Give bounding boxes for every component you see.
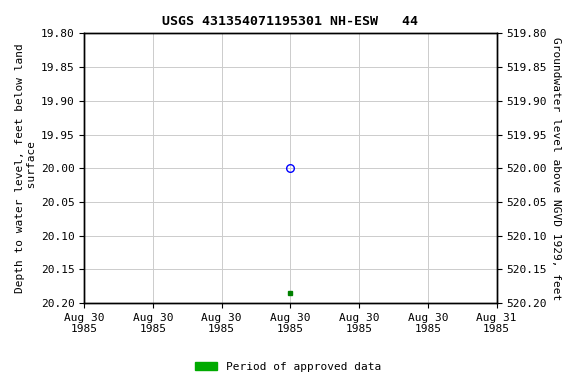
Title: USGS 431354071195301 NH-ESW   44: USGS 431354071195301 NH-ESW 44 — [162, 15, 418, 28]
Y-axis label: Groundwater level above NGVD 1929, feet: Groundwater level above NGVD 1929, feet — [551, 36, 561, 300]
Legend: Period of approved data: Period of approved data — [191, 358, 385, 377]
Y-axis label: Depth to water level, feet below land
 surface: Depth to water level, feet below land su… — [15, 43, 37, 293]
